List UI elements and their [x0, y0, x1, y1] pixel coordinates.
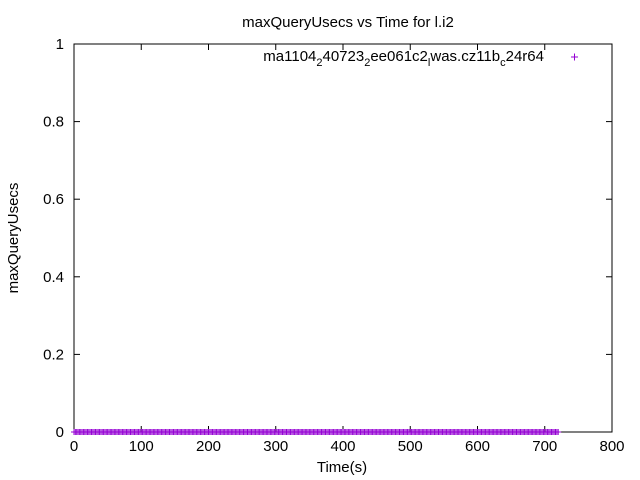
legend-marker: [571, 53, 578, 61]
legend-label-text: 24r64: [506, 48, 544, 65]
x-tick-label: 400: [330, 438, 355, 455]
legend-label-subscript: 2: [364, 57, 370, 69]
y-tick-label: 0.6: [43, 191, 64, 208]
legend-label-subscript: 2: [316, 57, 322, 69]
legend-label-text: 40723: [323, 48, 365, 65]
chart-title: maxQueryUsecs vs Time for l.i2: [242, 14, 454, 31]
legend: ma11042407232ee061c2lwas.cz11bc24r64: [263, 48, 578, 69]
y-tick-label: 0: [56, 424, 64, 441]
x-tick-label: 100: [129, 438, 154, 455]
y-tick-label: 1: [56, 36, 64, 53]
x-tick-label: 0: [70, 438, 78, 455]
y-tick-label: 0.2: [43, 346, 64, 363]
x-tick-label: 700: [532, 438, 557, 455]
legend-label-subscript: l: [428, 57, 430, 69]
x-tick-label: 300: [263, 438, 288, 455]
legend-label-text: ma1104: [263, 48, 316, 65]
y-tick-label: 0.4: [43, 269, 64, 286]
x-tick-label: 500: [398, 438, 423, 455]
x-tick-label: 600: [465, 438, 490, 455]
legend-label: ma11042407232ee061c2lwas.cz11bc24r64: [263, 48, 544, 69]
y-axis-label: maxQueryUsecs: [5, 183, 22, 294]
series-points: [71, 429, 562, 435]
x-tick-label: 800: [599, 438, 624, 455]
data-point: [555, 429, 562, 435]
plot-area: [73, 43, 613, 433]
x-tick-label: 200: [196, 438, 221, 455]
plot-frame: [73, 43, 613, 433]
legend-label-text: was.cz11b: [429, 48, 500, 65]
y-tick-label: 0.8: [43, 114, 64, 131]
legend-label-subscript: c: [500, 57, 506, 69]
x-axis-label: Time(s): [317, 459, 367, 476]
axis-ticks: 0 100 200 300 400 500 600 700 800 0 0.2 0.4 0.6 0.8 1: [43, 36, 624, 455]
legend-label-text: ee061c2: [370, 48, 428, 65]
